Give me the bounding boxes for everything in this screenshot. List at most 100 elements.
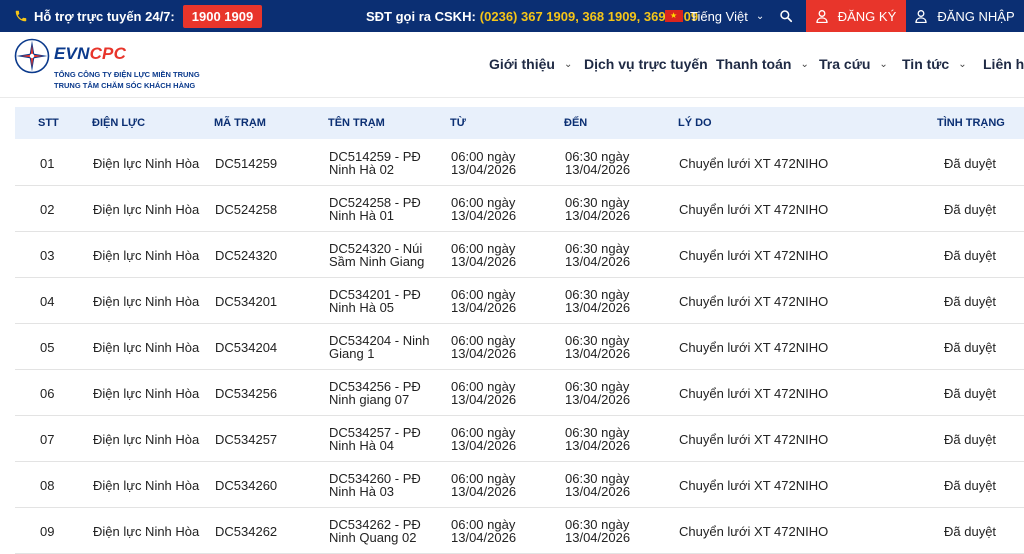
cell-ten-tram-line-1: DC534201 - PĐ — [329, 287, 421, 302]
cell-den-line-2: 13/04/2026 — [565, 208, 631, 223]
cell-stt: 03 — [40, 248, 55, 263]
search-button[interactable] — [776, 0, 796, 32]
cell-ten-tram-line-1: DC534204 - Ninh — [329, 333, 430, 348]
cell-ly-do: Chuyển lưới XT 472NIHO — [679, 248, 829, 263]
cell-ly-do: Chuyển lưới XT 472NIHO — [679, 478, 829, 493]
col-header-ma-tram: MÃ TRẠM — [214, 117, 266, 129]
cell-stt: 06 — [40, 386, 55, 401]
cell-tu-line-1: 06:00 ngày — [451, 287, 516, 302]
cell-stt: 08 — [40, 478, 55, 493]
cell-ten-tram-line-2: Giang 1 — [329, 346, 375, 361]
cell-tu-line-2: 13/04/2026 — [451, 300, 517, 315]
phone-icon — [15, 10, 27, 22]
cell-den: 06:30 ngày 13/04/2026 — [565, 472, 630, 498]
cell-den-line-1: 06:30 ngày — [565, 379, 630, 394]
register-label: ĐĂNG KÝ — [837, 8, 897, 24]
cell-den-line-1: 06:30 ngày — [565, 241, 630, 256]
nav-item-lien-he[interactable]: Liên hệ — [983, 56, 1024, 72]
table-row: 02 Điện lực Ninh Hòa DC524258 DC524258 - PĐ… — [15, 186, 1024, 232]
cell-den-line-2: 13/04/2026 — [565, 346, 631, 361]
cskh-numbers[interactable]: (0236) 367 1909, 368 1909, 369 1909 — [479, 8, 699, 24]
cell-tu-line-2: 13/04/2026 — [451, 530, 517, 545]
chevron-down-icon: ⌄ — [958, 58, 967, 70]
cell-tu-line-2: 13/04/2026 — [451, 438, 517, 453]
cell-ten-tram: DC534204 - Ninh Giang 1 — [329, 334, 429, 360]
cell-ma-tram: DC534257 — [215, 432, 278, 447]
cell-stt: 09 — [40, 524, 55, 539]
cell-den-line-1: 06:30 ngày — [565, 287, 630, 302]
cell-ten-tram-line-1: DC534262 - PĐ — [329, 517, 421, 532]
nav-item-tra-cuu[interactable]: Tra cứu ⌄ — [819, 56, 888, 72]
cell-tu-line-2: 13/04/2026 — [451, 162, 517, 177]
table-header: STT ĐIỆN LỰC MÃ TRẠM TÊN TRẠM TỪ ĐẾN LÝ … — [15, 107, 1024, 139]
cell-tu-line-2: 13/04/2026 — [451, 254, 517, 269]
cell-ly-do: Chuyển lưới XT 472NIHO — [679, 340, 829, 355]
site-header: EVNCPC TỔNG CÔNG TY ĐIỆN LỰC MIỀN TRUNG … — [0, 32, 1024, 98]
col-header-dien-luc: ĐIỆN LỰC — [92, 117, 146, 129]
cell-tu: 06:00 ngày 13/04/2026 — [451, 380, 516, 406]
cell-ten-tram-line-1: DC534257 - PĐ — [329, 425, 421, 440]
col-header-ten-tram: TÊN TRẠM — [328, 117, 385, 129]
cell-stt: 01 — [40, 156, 55, 171]
cell-tu: 06:00 ngày 13/04/2026 — [451, 150, 516, 176]
cell-stt: 07 — [40, 432, 55, 447]
top-bar: Hỗ trợ trực tuyến 24/7: 1900 1909 SĐT gọ… — [0, 0, 1024, 32]
hotline-number[interactable]: 1900 1909 — [182, 4, 263, 28]
cell-tu: 06:00 ngày 13/04/2026 — [451, 518, 516, 544]
cell-den: 06:30 ngày 13/04/2026 — [565, 518, 630, 544]
cell-den-line-1: 06:30 ngày — [565, 333, 630, 348]
cell-ly-do: Chuyển lưới XT 472NIHO — [679, 156, 829, 171]
cell-ten-tram: DC534262 - PĐ Ninh Quang 02 — [329, 518, 421, 544]
cell-ten-tram: DC534256 - PĐ Ninh giang 07 — [329, 380, 421, 406]
table-row: 07 Điện lực Ninh Hòa DC534257 DC534257 - PĐ… — [15, 416, 1024, 462]
cell-tu: 06:00 ngày 13/04/2026 — [451, 242, 516, 268]
cell-ly-do: Chuyển lưới XT 472NIHO — [679, 294, 829, 309]
cell-tinh-trang: Đã duyệt — [944, 156, 997, 171]
cell-ly-do: Chuyển lưới XT 472NIHO — [679, 202, 829, 217]
cell-tu: 06:00 ngày 13/04/2026 — [451, 288, 516, 314]
cell-tu: 06:00 ngày 13/04/2026 — [451, 196, 516, 222]
cell-ten-tram-line-2: Ninh Hà 04 — [329, 438, 395, 453]
cell-ten-tram-line-1: DC524258 - PĐ — [329, 195, 421, 210]
cell-ma-tram: DC534256 — [215, 386, 278, 401]
cell-tu-line-2: 13/04/2026 — [451, 484, 517, 499]
cell-ten-tram-line-2: Ninh Hà 01 — [329, 208, 395, 223]
login-label: ĐĂNG NHẬP — [937, 8, 1015, 24]
cell-ten-tram-line-1: DC534260 - PĐ — [329, 471, 421, 486]
cell-den-line-2: 13/04/2026 — [565, 438, 631, 453]
cell-den-line-1: 06:30 ngày — [565, 149, 630, 164]
table-row: 03 Điện lực Ninh Hòa DC524320 DC524320 - Nú… — [15, 232, 1024, 278]
register-button[interactable]: ĐĂNG KÝ — [806, 0, 906, 32]
cell-tu-line-1: 06:00 ngày — [451, 517, 516, 532]
cell-den-line-2: 13/04/2026 — [565, 392, 631, 407]
nav-item-thanh-toan[interactable]: Thanh toán ⌄ — [716, 56, 809, 72]
cell-ten-tram-line-1: DC514259 - PĐ — [329, 149, 421, 164]
cell-dien-luc: Điện lực Ninh Hòa — [93, 294, 200, 309]
cell-tinh-trang: Đã duyệt — [944, 248, 997, 263]
cell-stt: 02 — [40, 202, 55, 217]
cell-den: 06:30 ngày 13/04/2026 — [565, 150, 630, 176]
nav-item-dich-vu-truc-tuyen[interactable]: Dịch vụ trực tuyến — [584, 56, 708, 72]
evn-logo-icon[interactable] — [14, 38, 50, 74]
nav-item-tin-tuc[interactable]: Tin tức ⌄ — [902, 56, 967, 72]
cell-ma-tram: DC534204 — [215, 340, 278, 355]
table-row: 01 Điện lực Ninh Hòa DC514259 DC514259 - PĐ… — [15, 140, 1024, 186]
cell-ten-tram: DC534201 - PĐ Ninh Hà 05 — [329, 288, 421, 314]
login-button[interactable]: ĐĂNG NHẬP — [906, 0, 1024, 32]
nav-item-gioi-thieu[interactable]: Giới thiệu ⌄ — [489, 56, 573, 72]
table-row: 08 Điện lực Ninh Hòa DC534260 DC534260 - PĐ… — [15, 462, 1024, 508]
language-label: Tiếng Việt — [690, 8, 748, 24]
cell-ma-tram: DC524320 — [215, 248, 278, 263]
chevron-down-icon: ⌄ — [800, 58, 809, 70]
cell-ma-tram: DC534262 — [215, 524, 278, 539]
table-row: 05 Điện lực Ninh Hòa DC534204 DC534204 - Ni… — [15, 324, 1024, 370]
cell-den-line-1: 06:30 ngày — [565, 425, 630, 440]
language-selector[interactable]: Tiếng Việt ⌄ — [665, 0, 764, 32]
cell-tu-line-1: 06:00 ngày — [451, 425, 516, 440]
cell-tu-line-1: 06:00 ngày — [451, 471, 516, 486]
cell-tinh-trang: Đã duyệt — [944, 524, 997, 539]
cell-den: 06:30 ngày 13/04/2026 — [565, 288, 630, 314]
cell-tu-line-2: 13/04/2026 — [451, 346, 517, 361]
cell-den-line-1: 06:30 ngày — [565, 195, 630, 210]
cell-den: 06:30 ngày 13/04/2026 — [565, 426, 630, 452]
